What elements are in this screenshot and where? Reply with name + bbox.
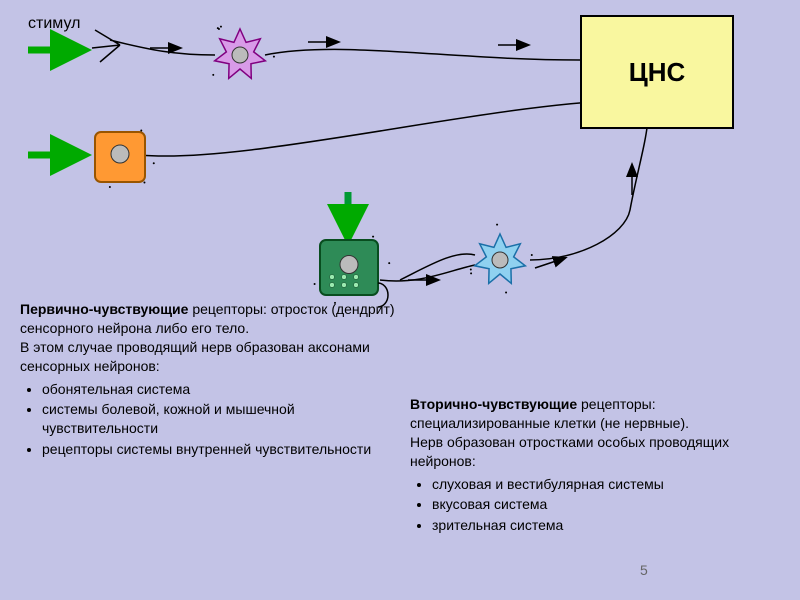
left-body2: В этом случае проводящий нерв образован … [20,339,370,374]
list-item: зрительная система [432,516,780,535]
cns-label: ЦНС [629,57,686,88]
stimulus-label: стимул [28,15,80,33]
secondary-receptors-text: Вторично-чувствующие рецепторы: специали… [410,395,780,537]
right-title: Вторично-чувствующие [410,396,577,412]
diagram-canvas: стимул ЦНС Первично-чувствующие рецептор… [0,0,800,600]
list-item: вкусовая система [432,495,780,514]
left-title: Первично-чувствующие [20,301,188,317]
cns-box: ЦНС [580,15,734,129]
list-item: слуховая и вестибулярная системы [432,475,780,494]
slide-number: 5 [640,562,648,578]
primary-receptors-text: Первично-чувствующие рецепторы: отросток… [20,300,400,461]
left-bullets: обонятельная системасистемы болевой, кож… [20,380,400,460]
right-body2: Нерв образован отростками особых проводя… [410,434,729,469]
right-bullets: слуховая и вестибулярная системывкусовая… [410,475,780,536]
list-item: обонятельная система [42,380,400,399]
list-item: рецепторы системы внутренней чувствитель… [42,440,400,459]
list-item: системы болевой, кожной и мышечной чувст… [42,400,400,438]
